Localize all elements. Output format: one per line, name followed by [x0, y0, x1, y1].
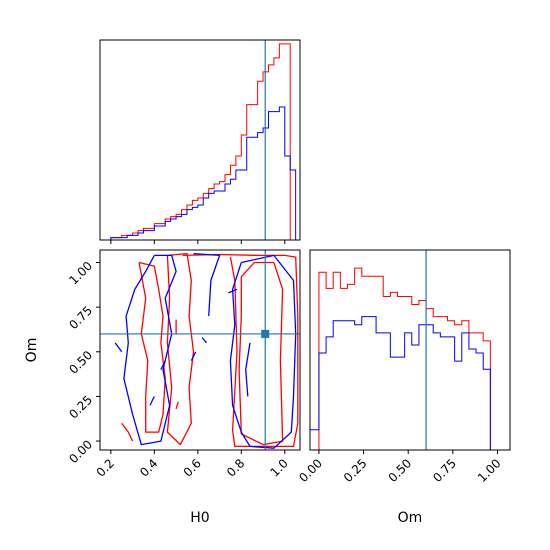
joint-x-tick-label-0: 0.2	[94, 456, 117, 479]
contour-blue-7	[160, 360, 166, 370]
contour-blue-2	[229, 254, 297, 449]
x-axis-label-om: Om	[398, 510, 423, 526]
joint-y-tick-label-4: 1.00	[66, 259, 95, 288]
om-hist-series-red	[310, 267, 510, 451]
joint-y-tick-label-2: 0.50	[66, 348, 95, 377]
hist-om-panel: 0.00 0.25 0.50 0.75 1.00	[296, 249, 511, 485]
joint-x-tick-label-2: 0.6	[181, 456, 204, 479]
om-x-tick-label-1: 0.25	[341, 456, 370, 485]
contour-blue-4	[228, 288, 238, 294]
hist-om-frame	[309, 249, 511, 451]
x-axis-label-h0: H0	[190, 510, 209, 526]
contour-red-6	[175, 401, 179, 410]
contour-blue-5	[114, 342, 123, 353]
contour-blue-6	[190, 351, 197, 361]
om-x-tick-label-4: 1.00	[475, 456, 504, 485]
hist-h0-panel	[99, 39, 301, 244]
y-axis-label-om: Om	[24, 338, 40, 363]
contour-red-3	[166, 252, 195, 446]
joint-y-tick-label-0: 0.00	[66, 437, 95, 466]
om-x-tick-label-0: 0.00	[296, 456, 325, 485]
truth-marker	[261, 329, 270, 338]
joint-panel: 0.2 0.4 0.6 0.8 1.0 0.00 0.25 0.50 0.75 1.00	[66, 249, 301, 480]
joint-frame	[99, 249, 301, 451]
joint-x-tick-label-4: 1.0	[268, 456, 291, 479]
contour-red-1	[238, 261, 284, 446]
h0-hist-series-blue	[100, 106, 300, 241]
contour-red-2	[138, 261, 166, 433]
joint-x-tick-label-1: 0.4	[137, 456, 160, 479]
contour-blue-1	[193, 252, 221, 317]
contour-red-4	[121, 422, 134, 442]
joint-y-tick-label-1: 0.25	[66, 393, 95, 422]
contour-blue-0	[123, 254, 177, 446]
hist-h0-frame	[99, 39, 301, 241]
contour-blue-9	[201, 337, 208, 344]
om-x-tick-label-2: 0.50	[386, 456, 415, 485]
om-x-tick-label-3: 0.75	[430, 456, 459, 485]
contour-blue-3	[245, 342, 251, 397]
contour-blue-8	[149, 396, 155, 406]
h0-hist-series-red	[100, 43, 300, 241]
contour-red-0	[182, 253, 299, 448]
joint-y-tick-label-3: 0.75	[66, 303, 95, 332]
joint-x-tick-label-3: 0.8	[224, 456, 247, 479]
om-hist-series-blue	[309, 316, 510, 451]
